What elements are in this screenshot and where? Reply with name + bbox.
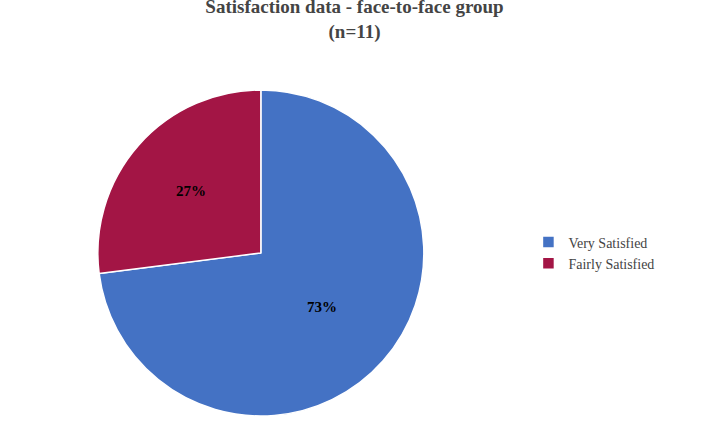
svg-text:Fairly Satisfied: Fairly Satisfied bbox=[568, 257, 654, 272]
svg-text:73%: 73% bbox=[307, 299, 337, 315]
svg-text:27%: 27% bbox=[176, 183, 206, 199]
svg-text:Satisfaction data - face-to-fa: Satisfaction data - face-to-face group(n… bbox=[205, 0, 503, 43]
svg-text:Very Satisfied: Very Satisfied bbox=[568, 236, 647, 251]
